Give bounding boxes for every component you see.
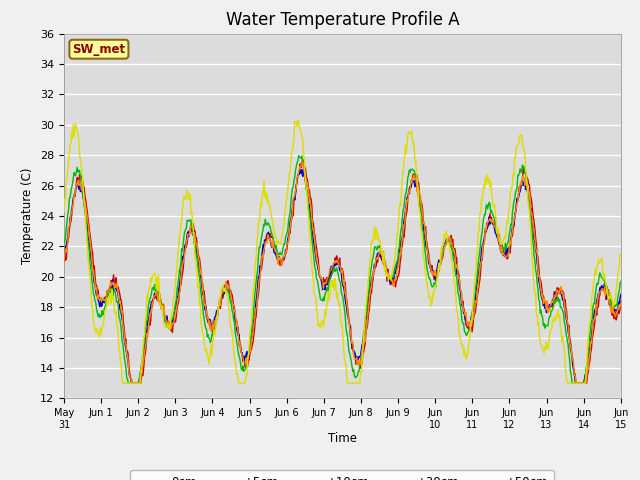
0cm xyxy=(185,231,193,237)
+50cm xyxy=(60,209,68,215)
0cm xyxy=(428,263,436,268)
+30cm xyxy=(185,231,193,237)
+5cm xyxy=(128,380,136,386)
Line: +10cm: +10cm xyxy=(64,156,621,383)
+5cm xyxy=(298,167,305,172)
+50cm xyxy=(185,197,193,203)
Text: SW_met: SW_met xyxy=(72,43,125,56)
0cm xyxy=(60,255,68,261)
Legend: 0cm, +5cm, +10cm, +30cm, +50cm: 0cm, +5cm, +10cm, +30cm, +50cm xyxy=(131,470,554,480)
0cm xyxy=(617,299,625,304)
+10cm xyxy=(214,305,222,311)
+10cm xyxy=(617,279,625,285)
Title: Water Temperature Profile A: Water Temperature Profile A xyxy=(225,11,460,29)
X-axis label: Time: Time xyxy=(328,432,357,445)
+10cm xyxy=(70,170,78,176)
+30cm xyxy=(70,192,78,197)
+5cm xyxy=(617,291,625,297)
Y-axis label: Temperature (C): Temperature (C) xyxy=(22,168,35,264)
+5cm xyxy=(214,307,222,312)
+5cm xyxy=(60,255,68,261)
+30cm xyxy=(60,260,68,265)
+30cm xyxy=(617,300,625,306)
+30cm xyxy=(214,306,222,312)
+30cm xyxy=(299,159,307,165)
+10cm xyxy=(295,153,303,158)
+5cm xyxy=(70,192,78,197)
+10cm xyxy=(428,284,436,289)
0cm xyxy=(70,192,78,198)
Line: +30cm: +30cm xyxy=(64,162,621,383)
Line: 0cm: 0cm xyxy=(64,160,621,383)
+50cm xyxy=(428,303,436,309)
+50cm xyxy=(294,117,301,123)
+10cm xyxy=(60,240,68,246)
+10cm xyxy=(185,218,193,224)
0cm xyxy=(127,376,135,382)
+10cm xyxy=(124,380,132,386)
+50cm xyxy=(617,253,625,259)
+50cm xyxy=(70,134,78,140)
+5cm xyxy=(428,270,436,276)
+30cm xyxy=(128,380,136,386)
+30cm xyxy=(127,376,135,382)
+50cm xyxy=(214,306,222,312)
+50cm xyxy=(128,380,136,386)
+5cm xyxy=(127,379,135,385)
+5cm xyxy=(185,234,193,240)
+50cm xyxy=(412,158,419,164)
0cm xyxy=(214,310,222,315)
+10cm xyxy=(412,173,419,179)
Line: +5cm: +5cm xyxy=(64,169,621,383)
0cm xyxy=(128,380,136,386)
+50cm xyxy=(119,380,127,386)
Line: +50cm: +50cm xyxy=(64,120,621,383)
+30cm xyxy=(412,176,419,181)
+30cm xyxy=(428,271,436,277)
+10cm xyxy=(128,380,136,386)
0cm xyxy=(300,157,307,163)
0cm xyxy=(412,180,419,186)
+5cm xyxy=(412,181,419,187)
